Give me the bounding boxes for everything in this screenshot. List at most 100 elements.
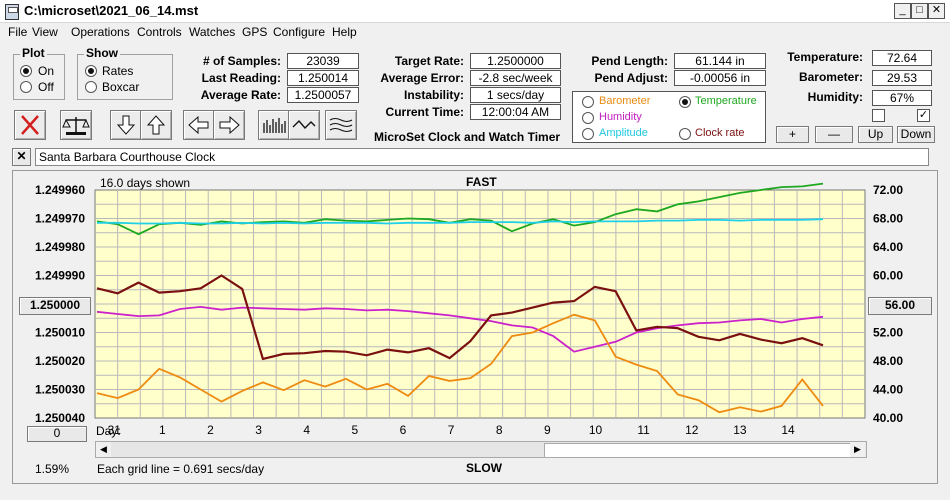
minimize-button[interactable]: _	[894, 3, 911, 19]
menu-controls[interactable]: Controls	[137, 25, 182, 39]
x-tick-label: 13	[733, 423, 747, 437]
x-tick-label: 3	[255, 423, 262, 437]
maximize-button[interactable]: □	[911, 3, 928, 19]
percent-label: 1.59%	[35, 462, 70, 476]
watch-name-text: Santa Barbara Courthouse Clock	[39, 150, 216, 164]
menu-view[interactable]: View	[32, 25, 58, 39]
center-rate-button[interactable]: 1.250000	[19, 297, 91, 315]
arrow-down-icon	[116, 115, 136, 135]
move-left-button[interactable]	[183, 110, 215, 140]
y-right-tick-label: 44.00	[873, 383, 903, 397]
window-title: C:\microset\2021_06_14.mst	[24, 3, 199, 18]
trace-humidity-radio[interactable]	[582, 112, 594, 124]
plot-off-label: Off	[38, 80, 54, 94]
show-legend: Show	[84, 46, 120, 60]
trace-clockrate-radio[interactable]	[679, 128, 691, 140]
bar-graph-button[interactable]	[258, 110, 290, 140]
y-right-tick-label: 60.00	[873, 269, 903, 283]
scale-minus-button[interactable]: —	[815, 126, 853, 143]
title-bar: C:\microset\2021_06_14.mst _ □ ✕	[0, 0, 950, 23]
multi-wave-button[interactable]	[325, 110, 357, 140]
zero-button[interactable]: 0	[27, 426, 87, 442]
grid-note-label: Each grid line = 0.691 secs/day	[97, 462, 265, 476]
x-tick-label: 1	[159, 423, 166, 437]
y-right-tick-label: 40.00	[873, 411, 903, 425]
x-tick-label: 14	[781, 423, 795, 437]
y-right-tick-label: 72.00	[873, 183, 903, 197]
move-down-button[interactable]	[110, 110, 142, 140]
show-rates-label: Rates	[102, 64, 134, 78]
move-right-button[interactable]	[213, 110, 245, 140]
multi-wave-icon	[329, 117, 353, 133]
option-checkbox-2[interactable]: ✓	[917, 109, 930, 122]
plot-on-label: On	[38, 64, 55, 78]
plot-on-radio[interactable]	[20, 65, 32, 77]
arrow-right-icon	[219, 115, 240, 135]
x-tick-label: 11	[637, 423, 650, 437]
remove-watch-button[interactable]: ✕	[12, 148, 31, 166]
x-tick-label: 4	[303, 423, 310, 437]
plot-legend: Plot	[20, 46, 47, 60]
series-line	[96, 182, 824, 236]
close-red-x-icon	[21, 115, 39, 135]
wave-button[interactable]	[288, 110, 320, 140]
trace-barometer-radio[interactable]	[582, 96, 594, 108]
y-right-tick-label: 48.00	[873, 354, 903, 368]
days-shown-label: 16.0 days shown	[100, 176, 191, 190]
x-tick-label: 12	[685, 423, 699, 437]
trace-clockrate-label: Clock rate	[695, 127, 745, 139]
arrow-left-icon	[188, 115, 209, 135]
temperature-label: Temperature:	[787, 50, 863, 64]
scroll-left-arrow-icon[interactable]: ◀	[96, 442, 111, 457]
y-left-tick-label: 1.250030	[35, 383, 85, 397]
target-rate-label: Target Rate:	[394, 54, 464, 68]
scrollbar-thumb[interactable]	[544, 443, 851, 458]
average-rate-value: 1.2500057	[287, 87, 359, 103]
plot-off-radio[interactable]	[20, 81, 32, 93]
average-rate-label: Average Rate:	[200, 88, 281, 102]
menu-file[interactable]: File	[8, 25, 28, 39]
scale-plus-button[interactable]: +	[776, 126, 809, 143]
show-group	[77, 54, 173, 100]
current-time-value: 12:00:04 AM	[470, 104, 561, 120]
show-rates-radio[interactable]	[85, 65, 97, 77]
samples-label: # of Samples:	[202, 54, 281, 68]
series-line	[97, 218, 824, 225]
instability-value: 1 secs/day	[470, 87, 561, 103]
horizontal-scrollbar[interactable]: ◀ ▶	[95, 441, 867, 458]
x-tick-label: 9	[544, 423, 551, 437]
trace-temperature-label: Temperature	[695, 95, 757, 107]
trace-options-panel	[572, 91, 766, 143]
y-left-tick-label: 1.249990	[35, 269, 85, 283]
balance-button[interactable]	[60, 110, 92, 140]
average-error-value: -2.8 sec/week	[470, 70, 561, 86]
menu-help[interactable]: Help	[332, 25, 357, 39]
center-temp-button[interactable]: 56.00	[868, 297, 932, 315]
trace-barometer-label: Barometer	[599, 95, 651, 107]
menu-bar: File View Operations Controls Watches GP…	[0, 23, 950, 41]
scroll-right-arrow-icon[interactable]: ▶	[850, 442, 865, 457]
y-left-tick-label: 1.250010	[35, 326, 85, 340]
series-line	[96, 274, 824, 361]
trace-temperature-radio[interactable]	[679, 96, 691, 108]
barometer-label: Barometer:	[798, 70, 863, 84]
menu-configure[interactable]: Configure	[273, 25, 326, 39]
scroll-up-button[interactable]: Up	[858, 126, 893, 143]
option-checkbox-1[interactable]	[872, 109, 885, 122]
close-window-button[interactable]: ✕	[928, 3, 945, 19]
trace-amplitude-radio[interactable]	[582, 128, 594, 140]
instability-label: Instability:	[403, 88, 464, 102]
humidity-label: Humidity:	[807, 90, 863, 104]
move-up-button[interactable]	[140, 110, 172, 140]
show-boxcar-radio[interactable]	[85, 81, 97, 93]
y-right-tick-label: 68.00	[873, 212, 903, 226]
scroll-down-button[interactable]: Down	[897, 126, 935, 143]
clear-data-button[interactable]	[14, 110, 46, 140]
menu-gps[interactable]: GPS	[242, 25, 268, 39]
humidity-value: 67%	[872, 90, 932, 106]
average-error-label: Average Error:	[380, 71, 464, 85]
day-prefix-label: Day:	[96, 424, 121, 438]
watch-name-field[interactable]: Santa Barbara Courthouse Clock	[35, 148, 929, 166]
menu-operations[interactable]: Operations	[71, 25, 130, 39]
menu-watches[interactable]: Watches	[189, 25, 236, 39]
